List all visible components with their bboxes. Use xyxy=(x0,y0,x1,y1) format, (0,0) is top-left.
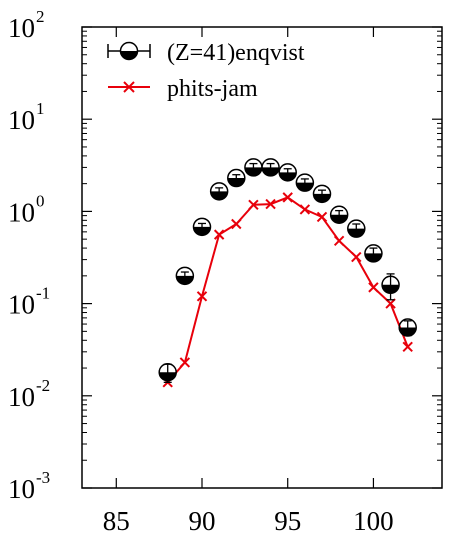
phits-jam-point xyxy=(282,192,293,203)
enqvist-point xyxy=(398,318,417,337)
enqvist-marker-fill xyxy=(296,182,314,192)
enqvist-point xyxy=(244,158,263,177)
phits-jam-marker-stroke xyxy=(333,235,345,246)
y-tick-label: 10 2 xyxy=(8,7,45,43)
legend-marker-phits xyxy=(108,81,150,93)
phits-jam-point xyxy=(385,298,396,309)
enqvist-point xyxy=(192,217,212,237)
y-tick-label-exponent: 2 xyxy=(36,7,45,26)
legend: (Z=41)enqvist phits-jam xyxy=(107,40,305,102)
phits-jam-marker-stroke xyxy=(179,357,191,368)
enqvist-point xyxy=(347,219,366,238)
enqvist-point xyxy=(381,273,400,301)
phits-jam-marker-stroke xyxy=(351,251,362,263)
phits-jam-point xyxy=(196,291,208,302)
y-tick-label-exponent: 0 xyxy=(36,191,45,210)
enqvist-marker-fill xyxy=(193,226,211,236)
y-tick-label-exponent: -2 xyxy=(36,376,50,395)
y-tick-label: 10 -2 xyxy=(8,376,50,412)
enqvist-marker-fill xyxy=(364,253,382,262)
enqvist-point xyxy=(209,182,229,201)
y-tick-label-base: 10 xyxy=(8,197,35,227)
enqvist-marker-fill xyxy=(279,172,297,181)
enqvist-marker-fill xyxy=(262,167,280,176)
y-tick-label: 10 1 xyxy=(8,99,45,135)
phits-jam-marker-stroke xyxy=(213,229,225,240)
enqvist-point xyxy=(329,205,349,224)
phits-jam-point xyxy=(179,357,191,368)
y-tick-label-base: 10 xyxy=(8,13,35,43)
enqvist-point xyxy=(175,266,195,286)
y-tick-label: 10 -3 xyxy=(8,468,50,504)
x-tick-label: 100 xyxy=(353,506,394,536)
enqvist-marker-fill xyxy=(159,372,177,381)
legend-marker-enqvist xyxy=(107,41,151,61)
phits-jam-point xyxy=(333,235,345,246)
phits-jam-point xyxy=(248,199,259,210)
phits-jam-marker-stroke xyxy=(265,198,276,210)
y-tick-label-exponent: -3 xyxy=(36,468,50,487)
phits-jam-point xyxy=(316,211,328,223)
phits-jam-marker-stroke xyxy=(299,204,311,215)
y-tick-label-exponent: 1 xyxy=(36,99,45,118)
y-tick-label: 10 0 xyxy=(8,191,45,227)
x-tick-label: 95 xyxy=(274,506,301,536)
phits-jam-marker-stroke xyxy=(402,341,413,353)
enqvist-marker-fill xyxy=(244,167,262,176)
enqvist-point xyxy=(261,158,280,177)
phits-jam-point xyxy=(368,282,379,293)
enqvist-marker-fill xyxy=(210,191,228,200)
enqvist-point xyxy=(278,163,297,182)
enqvist-marker-fill xyxy=(347,228,365,238)
enqvist-marker-fill xyxy=(399,327,417,337)
phits-jam-marker-stroke xyxy=(282,192,293,203)
phits-jam-marker-stroke xyxy=(368,282,379,293)
enqvist-marker-fill xyxy=(313,193,331,203)
x-tick-label: 85 xyxy=(103,506,130,536)
phits-jam-marker-stroke xyxy=(196,291,208,302)
enqvist-point xyxy=(158,363,177,383)
phits-jam-point xyxy=(299,204,311,215)
y-tick-label-base: 10 xyxy=(8,382,35,412)
enqvist-point xyxy=(295,173,315,192)
y-tick-label-base: 10 xyxy=(8,290,35,320)
enqvist-marker-fill xyxy=(330,214,348,224)
y-tick-label-base: 10 xyxy=(8,474,35,504)
enqvist-marker-fill xyxy=(382,284,400,294)
phits-jam-point xyxy=(351,251,362,263)
phits-jam-marker-stroke xyxy=(248,199,259,210)
phits-jam-point xyxy=(213,229,225,240)
x-tick-label: 90 xyxy=(189,506,216,536)
y-tick-label: 10 -1 xyxy=(8,284,50,320)
phits-jam-point xyxy=(231,218,242,230)
enqvist-point xyxy=(312,184,332,204)
y-tick-label-exponent: -1 xyxy=(36,284,50,303)
phits-jam-marker-stroke xyxy=(316,211,328,223)
legend-label-phits: phits-jam xyxy=(167,76,258,102)
phits-jam-marker-stroke xyxy=(231,218,242,230)
y-tick-label-base: 10 xyxy=(8,105,35,135)
phits-jam-marker-stroke xyxy=(385,298,396,309)
enqvist-marker-fill xyxy=(176,275,194,285)
enqvist-marker-fill xyxy=(227,178,245,187)
phits-jam-point xyxy=(265,198,276,210)
enqvist-point xyxy=(227,168,246,188)
legend-label-enqvist: (Z=41)enqvist xyxy=(167,40,305,66)
phits-jam-point xyxy=(402,341,413,353)
enqvist-point xyxy=(364,244,383,263)
plot-frame xyxy=(81,26,443,489)
